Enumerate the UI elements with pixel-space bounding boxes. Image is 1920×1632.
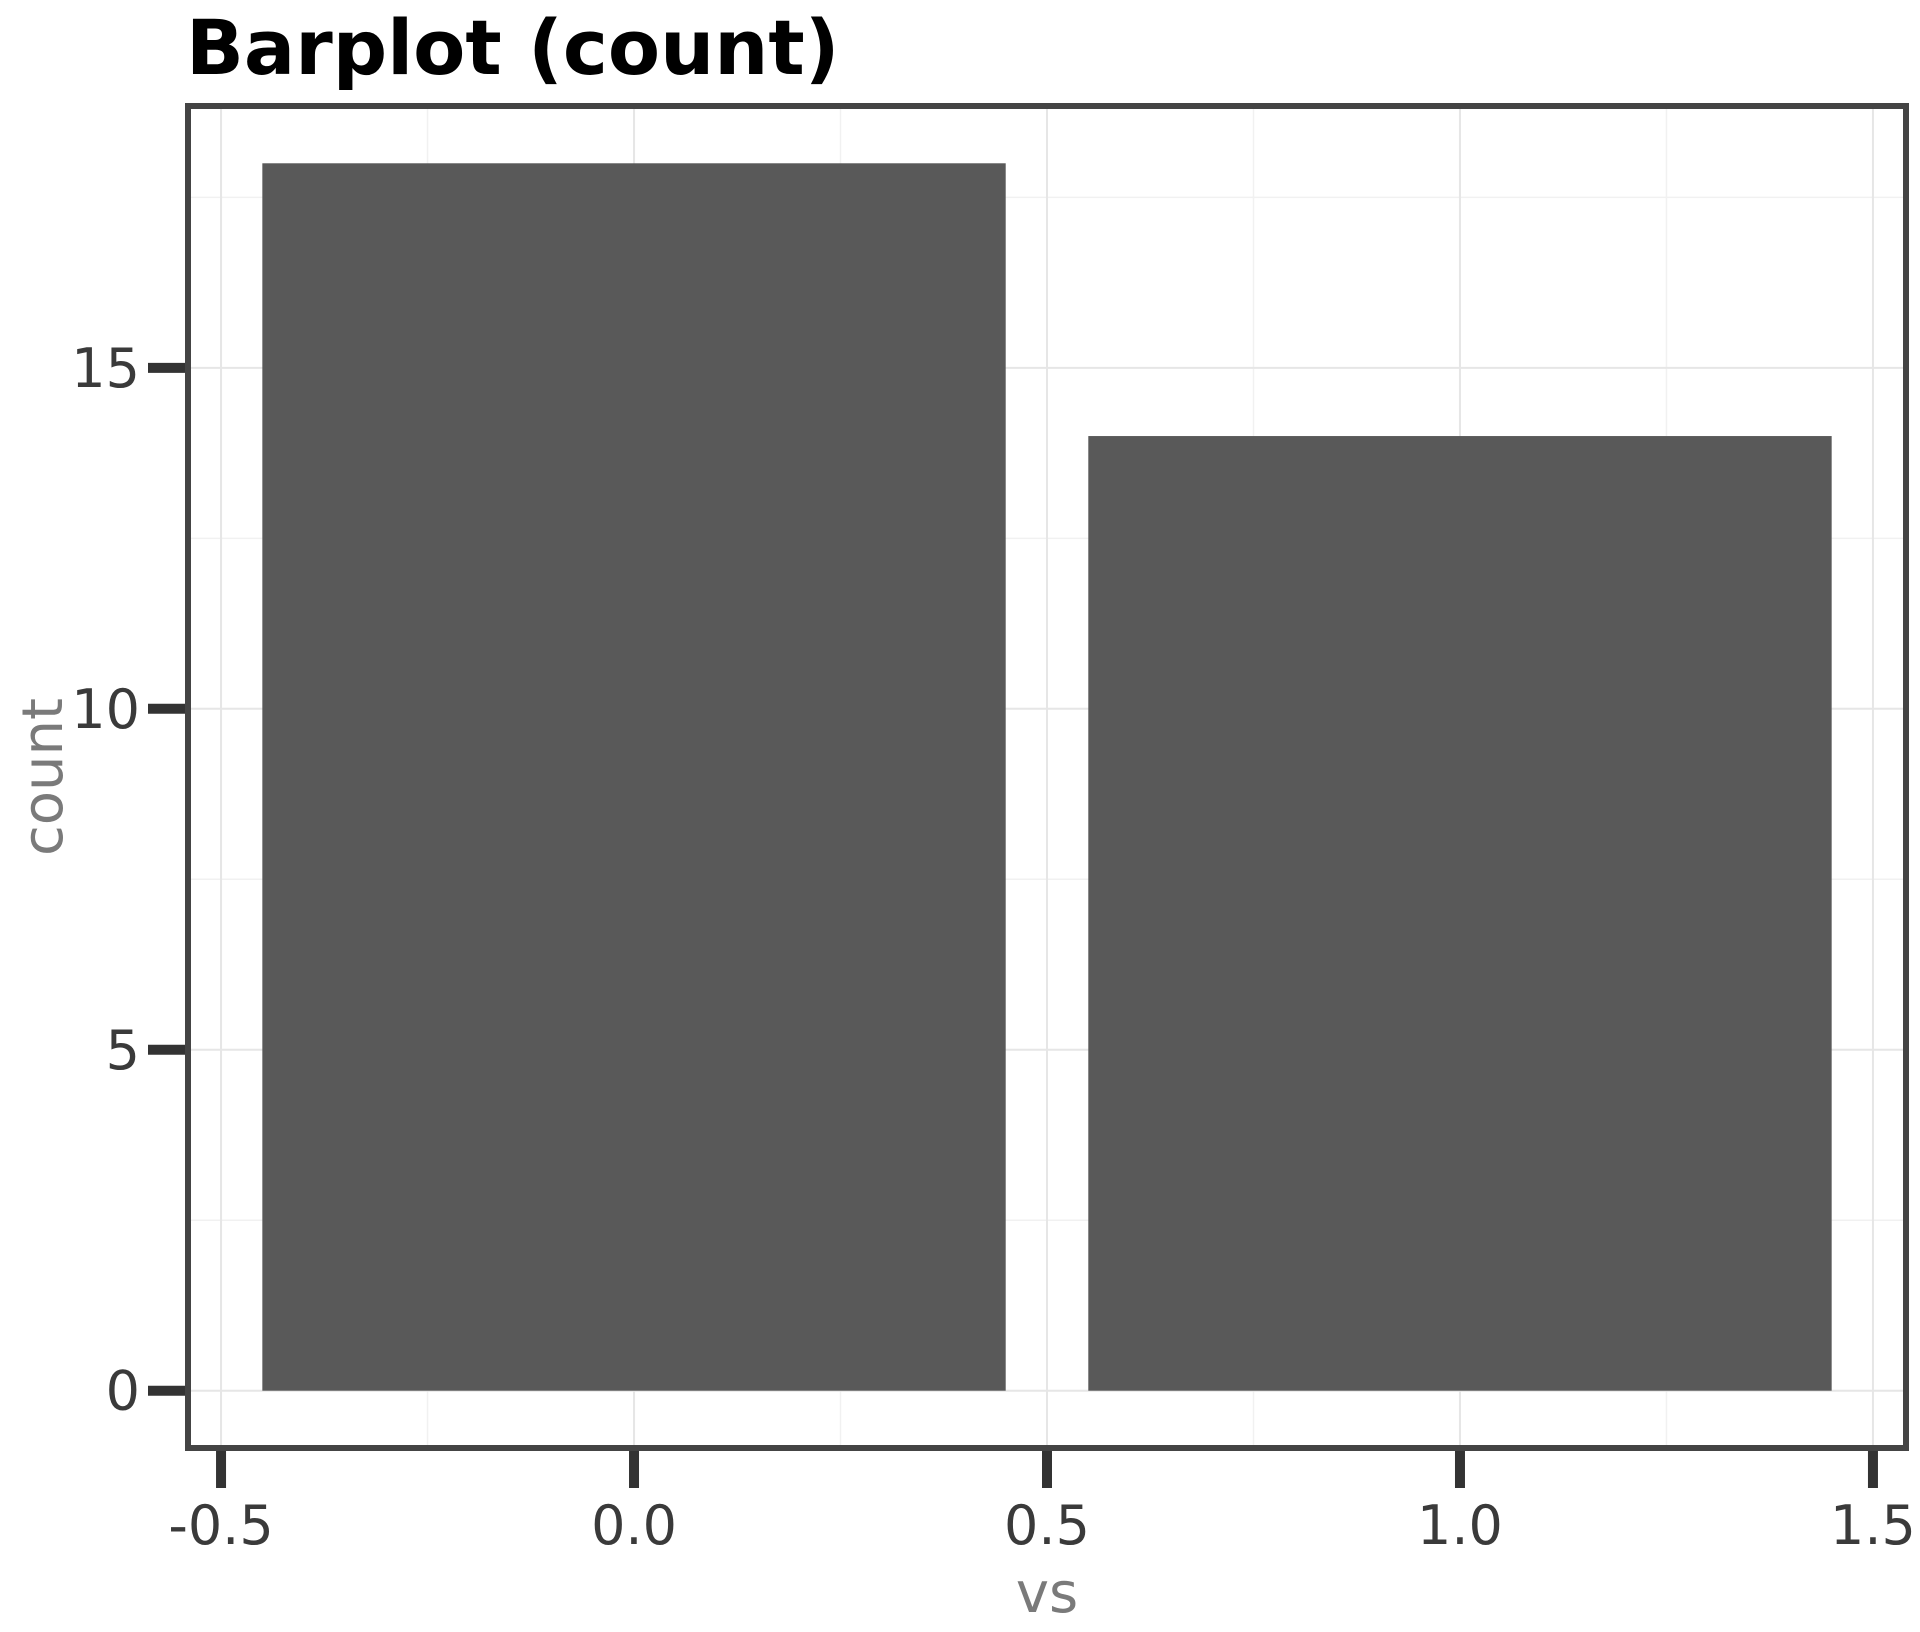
y-tick-label: 15 (71, 337, 140, 400)
bar-0 (262, 163, 1006, 1391)
x-axis: -0.5 0.0 0.5 1.0 1.5 (168, 1451, 1916, 1557)
chart-title: Barplot (count) (186, 3, 839, 92)
x-axis-title: vs (1016, 1561, 1078, 1626)
y-axis: 0 5 10 15 (71, 337, 185, 1423)
y-tick-label: 5 (106, 1019, 140, 1082)
y-axis-title: count (11, 698, 76, 856)
panel-border (185, 103, 1909, 1451)
x-tick-label: 0.5 (1004, 1494, 1090, 1557)
x-tick-label: -0.5 (168, 1494, 273, 1557)
x-tick-label: 1.5 (1830, 1494, 1916, 1557)
y-tick-label: 0 (106, 1360, 140, 1423)
bar-1 (1088, 436, 1832, 1391)
x-tick-label: 0.0 (591, 1494, 677, 1557)
bars (262, 163, 1832, 1391)
x-tick-label: 1.0 (1417, 1494, 1503, 1557)
y-tick-label: 10 (71, 678, 140, 741)
